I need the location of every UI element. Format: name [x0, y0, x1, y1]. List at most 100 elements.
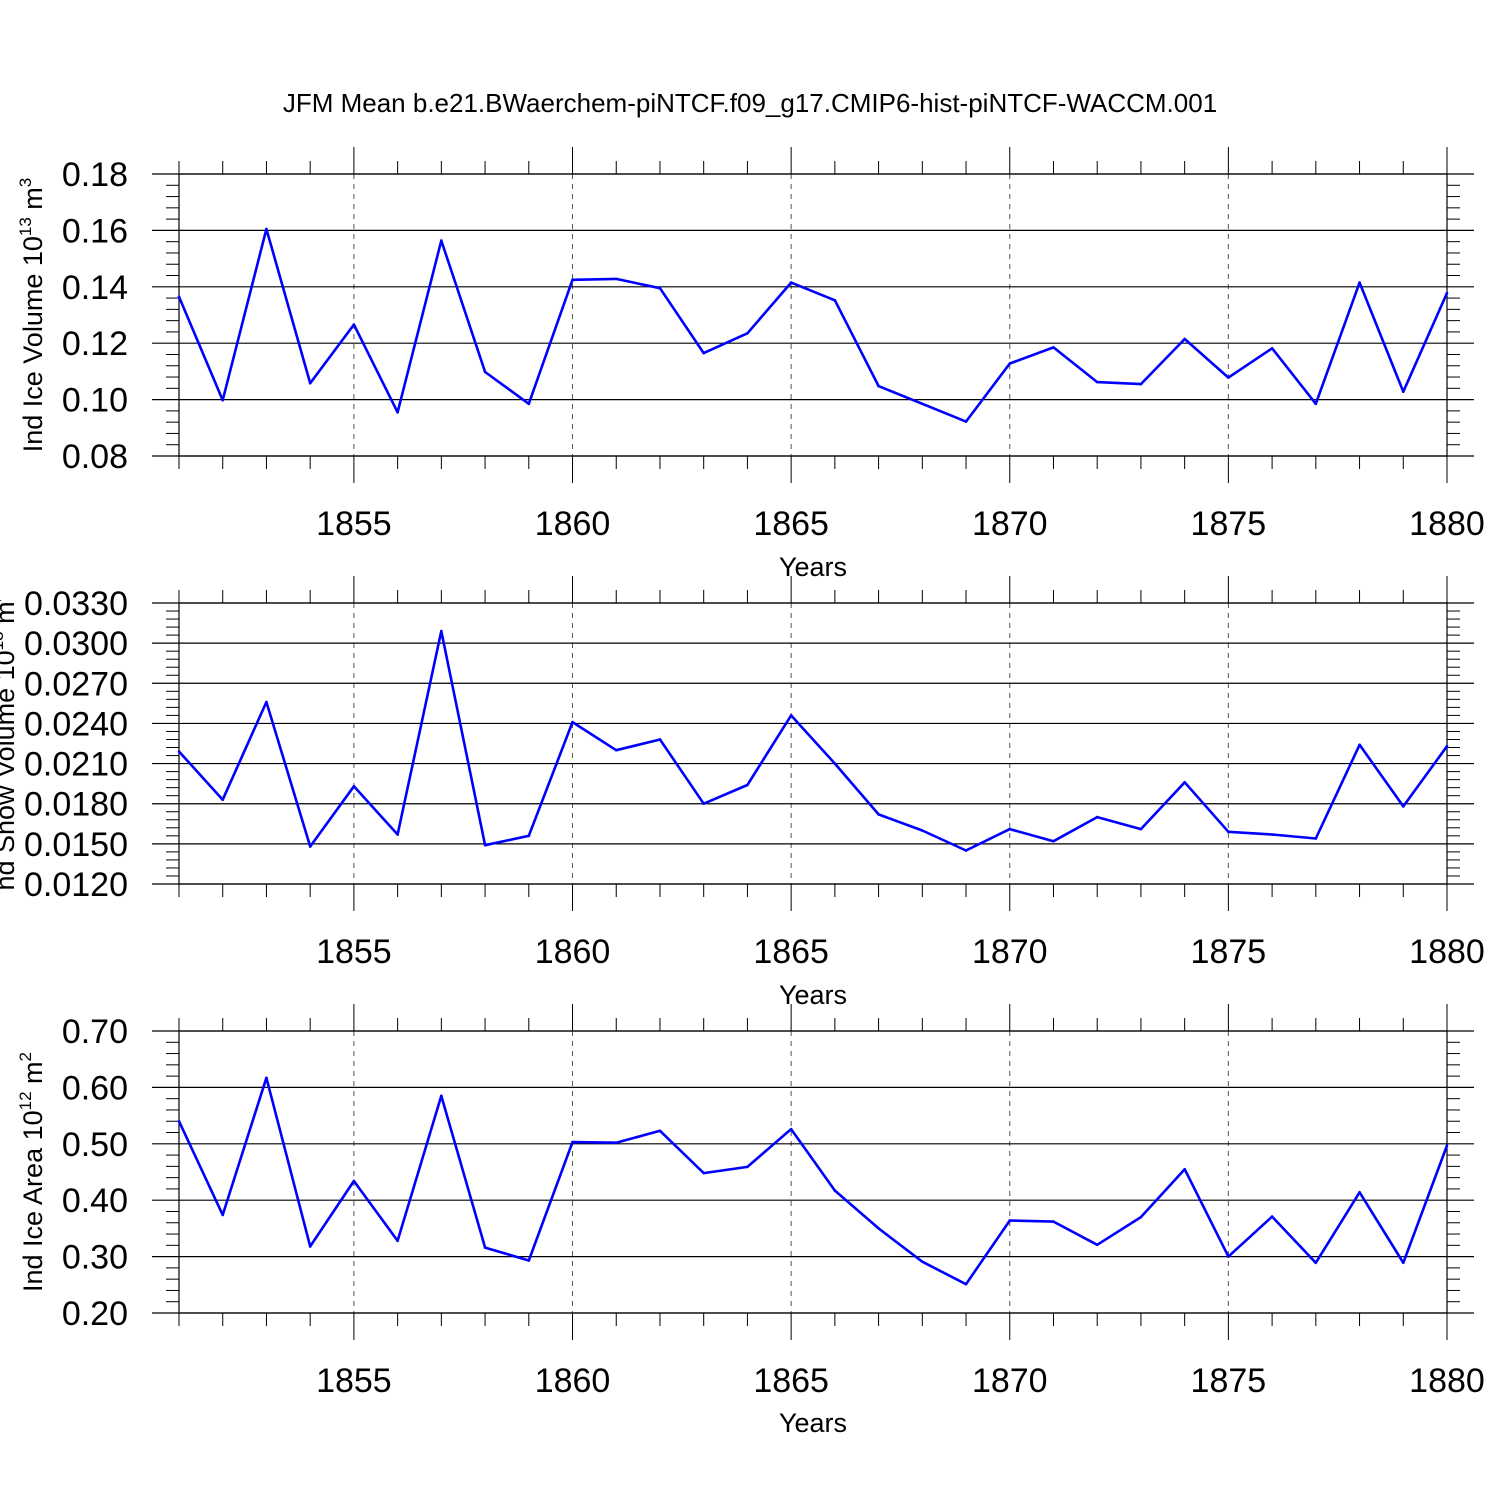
data-point — [1314, 837, 1318, 840]
y-axis-title-base: Ind Ice Volume 10 — [18, 236, 48, 452]
data-point — [1227, 1255, 1230, 1258]
data-point — [483, 843, 487, 847]
x-tick-label: 1860 — [535, 505, 611, 543]
data-point — [571, 1140, 574, 1144]
data-point — [352, 1179, 356, 1183]
x-tick-label: 1875 — [1191, 1362, 1267, 1400]
data-point — [702, 802, 705, 806]
y-tick-label: 0.0120 — [24, 866, 128, 904]
data-point — [1401, 1261, 1405, 1265]
data-point — [658, 1129, 662, 1133]
data-point — [789, 281, 793, 284]
x-tick-label: 1870 — [972, 505, 1048, 543]
data-point — [1227, 830, 1230, 834]
data-point — [352, 323, 356, 326]
y-axis-title: Ind Ice Area 1012 m2 — [16, 1052, 48, 1292]
data-point — [789, 1127, 793, 1131]
y-tick-label: 0.0150 — [24, 826, 128, 864]
y-tick-label: 0.10 — [62, 382, 128, 420]
data-point — [1052, 1220, 1055, 1223]
y-axis-title-unit-power: 3 — [0, 592, 7, 601]
data-point — [177, 1119, 181, 1123]
data-point — [1183, 781, 1186, 784]
x-tick-label: 1860 — [535, 933, 611, 971]
x-tick-label: 1880 — [1409, 505, 1485, 543]
plot-frame — [178, 602, 1448, 885]
y-axis-title-exponent: 13 — [16, 217, 35, 236]
y-tick-label: 0.70 — [62, 1013, 128, 1051]
x-tick-label: 1865 — [753, 505, 829, 543]
data-point — [396, 1239, 399, 1243]
series-line — [178, 629, 1449, 852]
data-point — [571, 720, 574, 724]
data-point — [571, 278, 574, 282]
data-point — [1008, 827, 1012, 831]
data-point — [789, 714, 793, 717]
x-tick-label: 1880 — [1409, 1362, 1485, 1400]
data-point — [396, 833, 399, 836]
y-tick-label: 0.0210 — [24, 746, 128, 784]
data-point — [440, 1094, 443, 1098]
y-tick-label: 0.12 — [62, 325, 128, 363]
data-point — [877, 384, 880, 388]
data-point — [483, 1246, 487, 1249]
data-point — [177, 750, 181, 753]
data-point — [1401, 390, 1405, 394]
x-tick-label: 1855 — [316, 505, 392, 543]
y-tick-label: 0.30 — [62, 1239, 128, 1277]
data-point — [483, 370, 487, 374]
data-point — [1358, 1191, 1361, 1194]
data-point — [877, 1227, 880, 1230]
data-point — [658, 738, 662, 741]
y-tick-label: 0.0330 — [24, 585, 128, 623]
data-point — [308, 381, 312, 385]
y-axis-title: Ind Ice Volume 1013 m3 — [16, 178, 48, 453]
data-point — [1095, 380, 1099, 384]
x-tick-label: 1870 — [972, 933, 1048, 971]
data-point — [614, 277, 618, 281]
y-axis-title-unit: m — [18, 187, 48, 217]
data-point — [1445, 1144, 1449, 1147]
data-point — [746, 1165, 749, 1169]
x-tick-label: 1865 — [753, 933, 829, 971]
panel-ice-area: Ind Ice Area 1012 m2 Years 0.20 0.30 0.40 0… — [16, 1004, 1485, 1438]
plot-frame — [178, 1030, 1448, 1314]
data-point — [746, 783, 749, 787]
data-point — [702, 1171, 705, 1175]
data-point — [1314, 402, 1318, 406]
y-tick-label: 0.0240 — [24, 705, 128, 743]
data-point — [440, 629, 443, 633]
y-axis-title-base: Ind Snow Volume 10 — [0, 650, 20, 898]
y-tick-label: 0.0180 — [24, 786, 128, 824]
data-point — [746, 332, 749, 335]
data-point — [1139, 382, 1143, 386]
data-point — [702, 351, 705, 355]
data-point — [1095, 815, 1099, 819]
panel-ice-volume: Ind Ice Volume 1013 m3 Years 0.08 0.10 0.1… — [16, 147, 1485, 582]
data-point — [1401, 805, 1405, 808]
data-point — [614, 1141, 618, 1144]
y-axis-title-unit: m — [18, 1061, 48, 1091]
panel-snow-volume: Ind Snow Volume 1013 m3 Years 0.01200.01… — [0, 576, 1485, 1010]
y-axis-title-unit-power: 2 — [16, 1052, 35, 1061]
data-point — [308, 1245, 312, 1248]
data-point — [833, 1189, 837, 1192]
y-tick-label: 0.20 — [62, 1295, 128, 1333]
data-point — [833, 762, 837, 765]
y-axis-title-unit-power: 3 — [16, 178, 35, 187]
x-tick-label: 1875 — [1191, 505, 1267, 543]
data-point — [614, 748, 618, 752]
data-point — [265, 227, 268, 231]
y-tick-label: 0.0270 — [24, 665, 128, 703]
y-tick-label: 0.60 — [62, 1069, 128, 1107]
data-point — [1314, 1261, 1318, 1265]
data-point — [1052, 346, 1055, 349]
y-tick-label: 0.14 — [62, 269, 128, 307]
data-point — [964, 849, 968, 852]
data-point — [1183, 337, 1186, 341]
x-tick-label: 1860 — [535, 1362, 611, 1400]
data-point — [1358, 281, 1361, 284]
chart-title: JFM Mean b.e21.BWaerchem-piNTCF.f09_g17.… — [283, 88, 1217, 118]
data-point — [1139, 827, 1143, 831]
data-point — [921, 829, 924, 832]
